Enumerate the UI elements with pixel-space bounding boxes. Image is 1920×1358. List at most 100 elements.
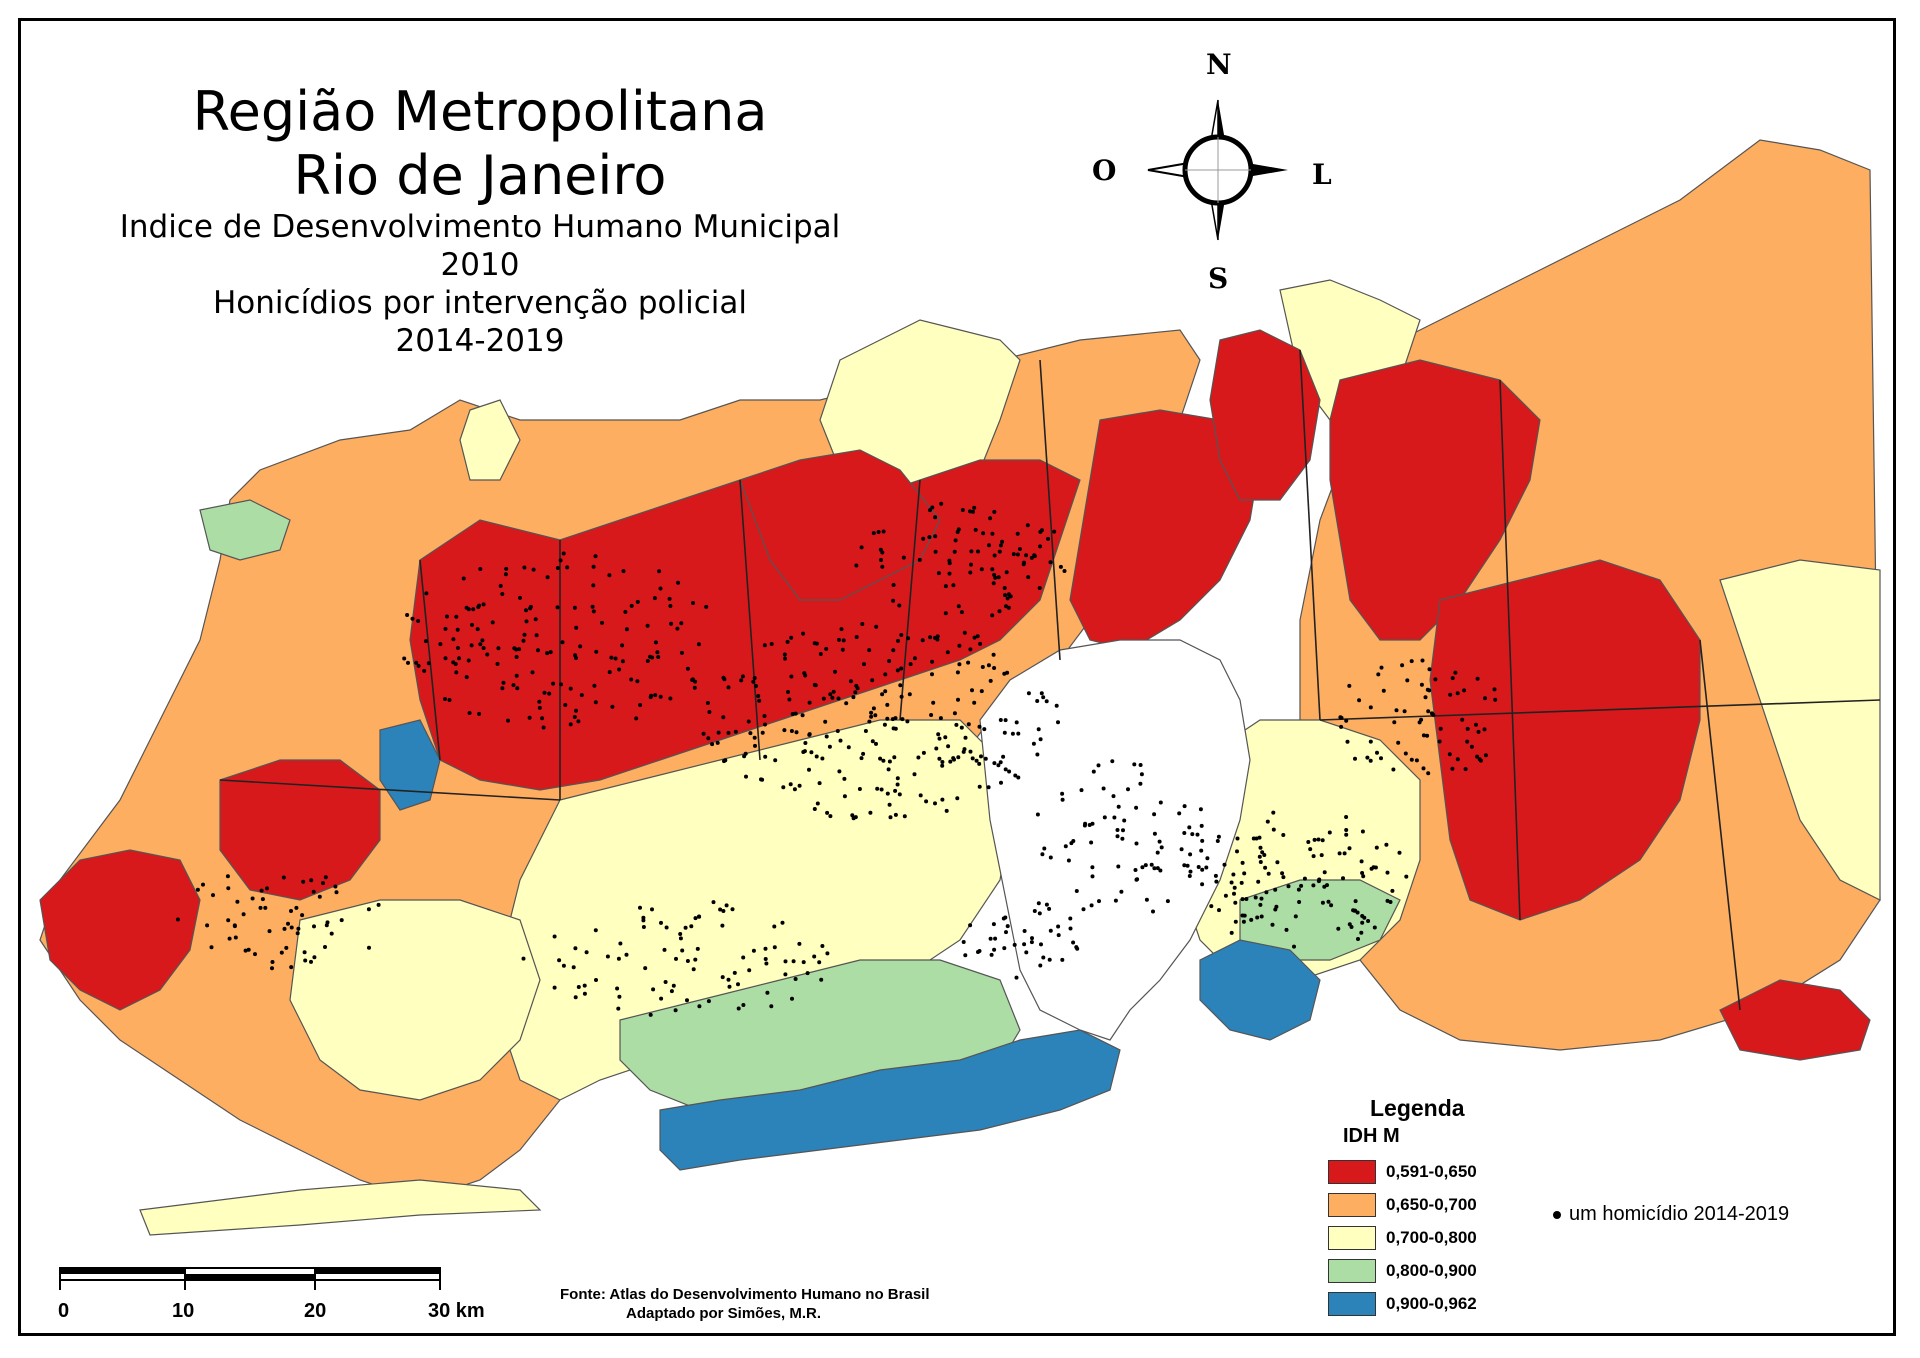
homicide-dot	[1347, 683, 1352, 688]
homicide-dot	[1273, 907, 1278, 912]
homicide-dot	[1090, 865, 1095, 870]
homicide-dot	[685, 959, 690, 963]
homicide-dot	[988, 516, 993, 521]
homicide-dot	[1319, 853, 1324, 858]
homicide-dot	[579, 693, 584, 698]
homicide-dot	[451, 637, 456, 642]
homicide-dot	[976, 549, 980, 554]
homicide-dot	[405, 613, 410, 617]
homicide-dot	[1344, 832, 1349, 837]
homicide-dot	[1209, 904, 1214, 909]
homicide-dot	[812, 641, 817, 646]
homicide-dot	[447, 698, 452, 702]
homicide-dot	[1336, 926, 1341, 931]
homicide-dot	[851, 816, 856, 821]
homicide-dot	[1478, 758, 1483, 763]
homicide-dot	[635, 679, 640, 684]
homicide-dot	[943, 584, 948, 589]
homicide-dot	[296, 926, 301, 931]
homicide-dot	[1044, 902, 1049, 907]
homicide-dot	[1074, 945, 1079, 950]
homicide-dot	[1177, 811, 1182, 816]
legend-subtitle: IDH M	[1343, 1125, 1400, 1147]
homicide-dot	[1214, 879, 1219, 884]
source-line-1: Fonte: Atlas do Desenvolvimento Humano n…	[560, 1286, 930, 1303]
homicide-dot	[1385, 898, 1390, 903]
homicide-dot	[1026, 691, 1031, 696]
scale-label-0: 0	[58, 1300, 70, 1322]
homicide-dot	[1102, 815, 1107, 820]
homicide-dot	[873, 713, 878, 718]
homicide-dot	[1423, 695, 1428, 700]
homicide-dot	[1373, 865, 1378, 870]
homicide-dot	[1005, 924, 1010, 929]
homicide-dot	[751, 948, 756, 953]
homicide-dot	[752, 676, 757, 680]
homicide-dot	[443, 656, 448, 661]
homicide-dot	[1476, 729, 1481, 734]
homicide-dot	[963, 735, 968, 740]
homicide-dot	[235, 899, 240, 904]
homicide-dot	[1063, 844, 1068, 849]
homicide-dot	[1134, 841, 1139, 846]
homicide-dot	[241, 912, 246, 917]
homicide-dot	[1188, 852, 1193, 857]
homicide-dot	[1438, 726, 1443, 731]
legend-swatch	[1328, 1292, 1376, 1316]
homicide-dot	[1388, 900, 1393, 904]
homicide-dot	[574, 625, 579, 630]
homicide-dot	[1006, 592, 1011, 597]
homicide-dot	[701, 731, 706, 736]
legend-label: 0,591-0,650	[1386, 1162, 1477, 1181]
homicide-dot	[853, 690, 858, 695]
scale-bar	[59, 1267, 441, 1290]
homicide-dot	[504, 566, 509, 571]
homicide-dot	[1091, 769, 1096, 774]
homicide-dot	[1475, 754, 1480, 759]
homicide-dot	[928, 508, 932, 513]
homicide-dot	[1474, 722, 1478, 727]
homicide-dot	[830, 695, 835, 700]
homicide-dot	[966, 722, 971, 727]
homicide-dot	[825, 951, 830, 956]
homicide-dot	[857, 787, 862, 791]
homicide-dot	[1135, 877, 1140, 882]
homicide-dot	[685, 998, 689, 1003]
homicide-dot	[1317, 877, 1322, 882]
homicide-dot	[329, 931, 334, 936]
homicide-dot	[969, 562, 973, 567]
homicide-dot	[905, 719, 910, 724]
homicide-dot	[817, 781, 822, 786]
homicide-dot	[1244, 897, 1249, 901]
homicide-dot	[1046, 536, 1050, 541]
homicide-dot	[1081, 907, 1086, 912]
homicide-dot	[295, 931, 300, 936]
homicide-dot	[1215, 839, 1220, 843]
homicide-dot	[481, 646, 486, 650]
homicide-dot	[912, 772, 917, 777]
homicide-dot	[742, 754, 747, 759]
homicide-dot	[957, 662, 962, 667]
homicide-dot	[782, 652, 787, 657]
homicide-dot	[907, 692, 912, 697]
homicide-dot	[659, 996, 664, 1001]
homicide-dot	[968, 509, 972, 514]
legend-label: 0,900-0,962	[1386, 1294, 1477, 1313]
homicide-dot	[648, 654, 653, 659]
homicide-dot	[1284, 927, 1289, 932]
legend: Legenda IDH M 0,591-0,650 0,650-0,700 0,…	[1328, 1095, 1888, 1316]
homicide-dot	[837, 769, 842, 774]
homicide-dot	[989, 952, 994, 957]
homicide-dot	[1120, 836, 1125, 841]
homicide-dot	[906, 636, 911, 641]
homicide-dot	[1266, 871, 1271, 876]
homicide-dot	[999, 780, 1003, 785]
homicide-dot	[317, 894, 322, 899]
title-line-5: Honicídios por intervenção policial	[213, 285, 747, 321]
homicide-dot	[454, 614, 459, 619]
homicide-dot	[1029, 940, 1034, 945]
homicide-dot	[1326, 899, 1331, 904]
homicide-dot	[1453, 670, 1458, 675]
homicide-dot	[558, 558, 563, 563]
homicide-dot	[862, 662, 866, 667]
